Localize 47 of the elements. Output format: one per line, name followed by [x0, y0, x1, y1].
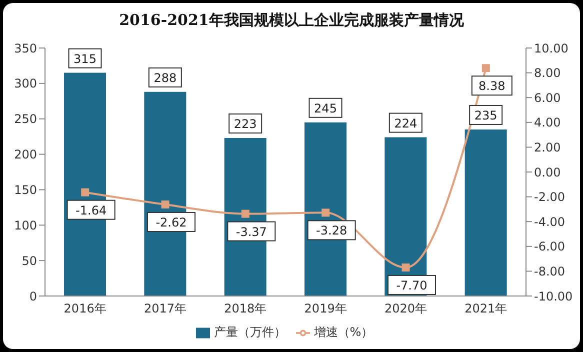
x-tick-label: 2018年 [224, 302, 267, 316]
data-label: 288 [154, 70, 177, 85]
x-tick-label: 2021年 [464, 302, 508, 316]
y2-tick-label: -10.00 [534, 289, 573, 304]
bar [464, 129, 507, 296]
y-tick-label: 200 [14, 148, 37, 162]
y2-tick-label: 4.00 [534, 116, 561, 130]
point [402, 263, 410, 272]
y2-tick-label: -2.00 [534, 190, 566, 204]
data-label: -1.64 [76, 203, 107, 218]
x-tick-label: 2017年 [144, 302, 187, 316]
data-label: -3.37 [236, 224, 267, 239]
y2-tick-label: -6.00 [534, 240, 566, 254]
y2-tick-label: 0.00 [534, 165, 561, 180]
point [322, 208, 330, 217]
data-label: -2.62 [156, 215, 187, 230]
data-label: 235 [474, 108, 498, 122]
data-label: 224 [394, 116, 418, 130]
data-label: -3.28 [316, 224, 348, 238]
y2-tick-label: 2.00 [534, 140, 561, 154]
data-label: 8.38 [478, 79, 506, 94]
point [482, 64, 490, 72]
point [161, 200, 170, 208]
legend-label: 增速（%） [314, 325, 374, 339]
y2-tick-label: 6.00 [534, 90, 561, 105]
y2-tick-label: 10.00 [534, 41, 568, 56]
x-tick-label: 2020年 [384, 302, 428, 316]
chart-title: 2016-2021年我国规模以上企业完成服装产量情况 [118, 11, 465, 30]
y-tick-label: 250 [14, 112, 37, 126]
x-tick-label: 2019年 [304, 302, 347, 316]
y-tick-label: 50 [22, 254, 37, 268]
y-tick-label: 150 [14, 182, 37, 197]
point [81, 188, 90, 196]
y2-tick-label: 8.00 [534, 66, 561, 80]
y-tick-label: 350 [14, 41, 37, 56]
y-tick-label: 0 [29, 289, 37, 304]
y2-tick-label: -4.00 [534, 214, 566, 229]
y2-tick-label: -8.00 [534, 264, 566, 278]
data-label: 245 [314, 101, 337, 116]
data-label: 315 [74, 52, 96, 66]
y-tick-label: 100 [14, 218, 37, 232]
x-tick-label: 2016年 [64, 302, 106, 316]
point [241, 210, 250, 218]
data-label: -7.70 [396, 278, 428, 292]
data-label: 223 [234, 116, 257, 131]
y-tick-label: 300 [14, 76, 37, 91]
legend-label: 产量（万件） [214, 325, 286, 339]
